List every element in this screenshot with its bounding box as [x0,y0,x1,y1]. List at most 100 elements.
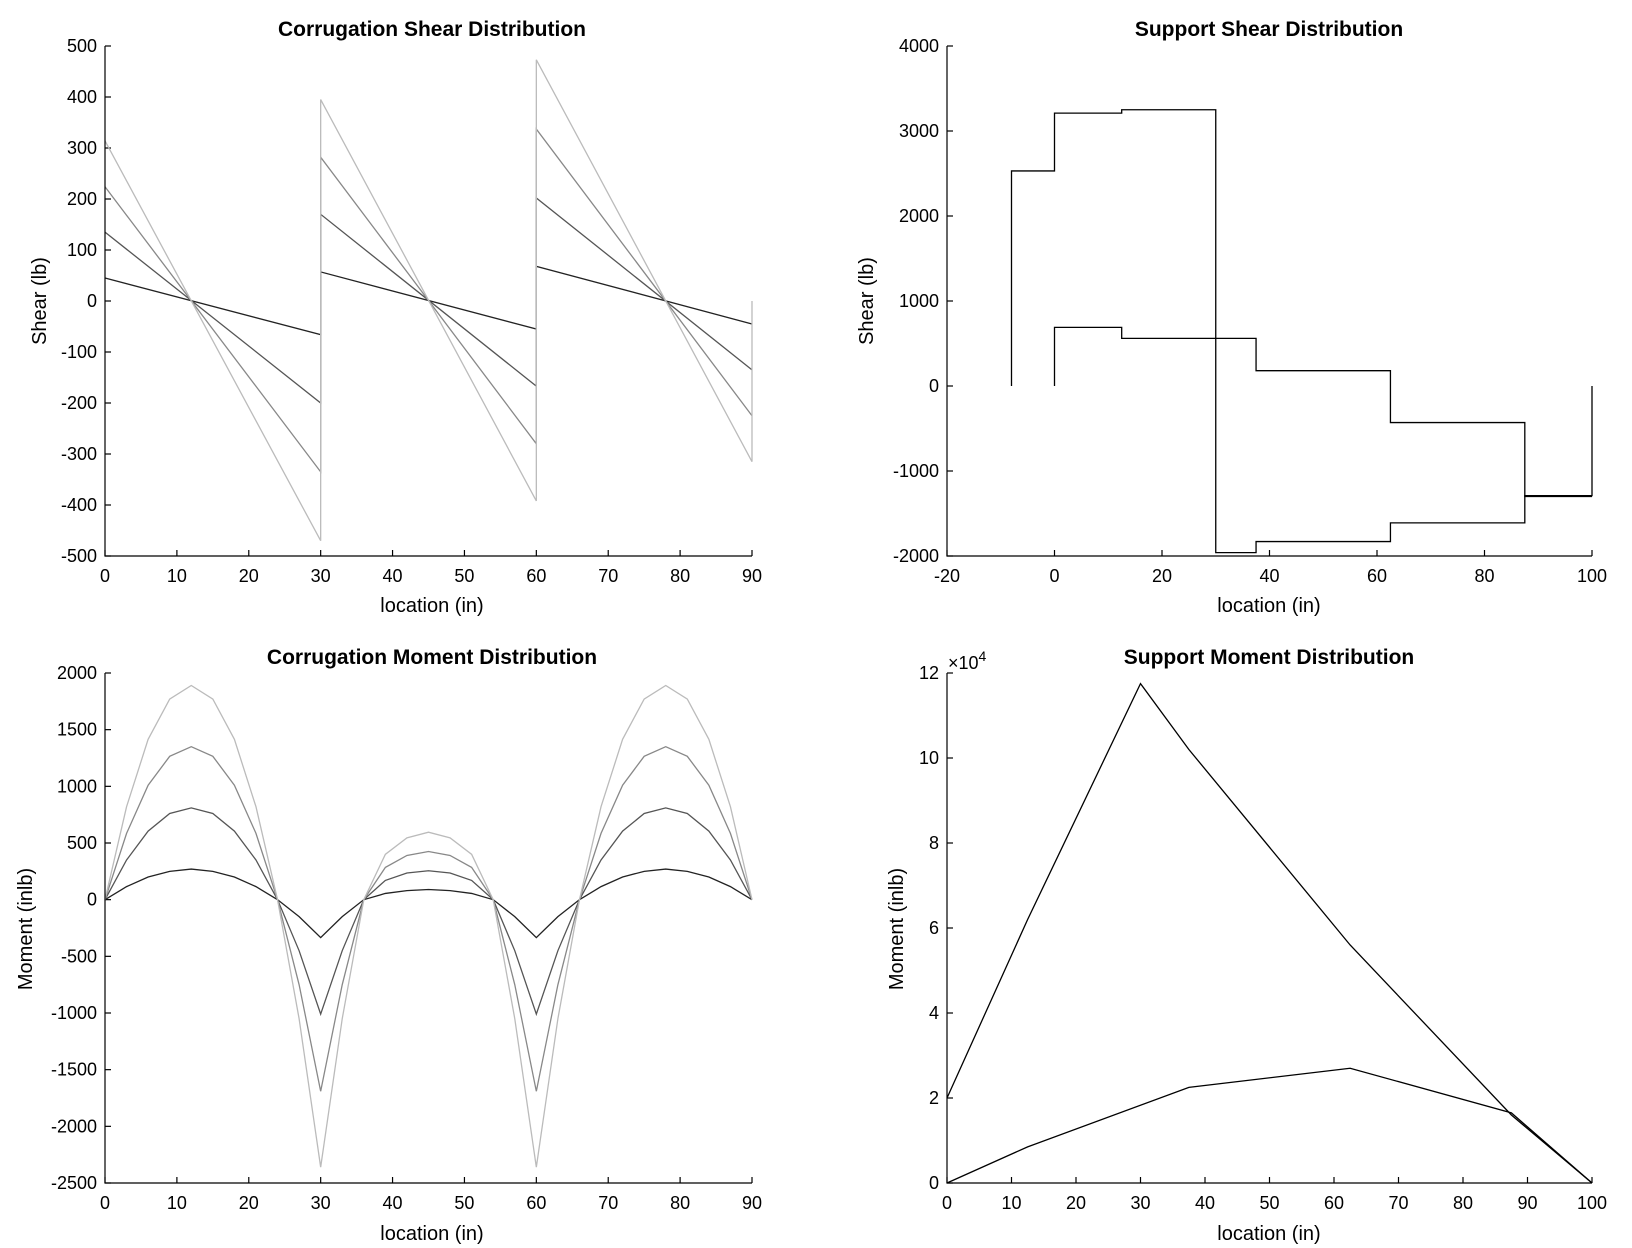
support-moment-ticks: 0 10 20 30 40 50 60 70 80 90 100 0 2 4 6 8 10 12 [919,663,1607,1213]
supp_shear-xtick-label: 80 [1474,566,1494,586]
corr_moment-xtick-label: 50 [454,1193,474,1213]
corr_moment-series-4 [104,684,753,1168]
corr_moment-ytick-label: -2000 [51,1116,97,1136]
supp_shear-ytick-label: 1000 [899,291,939,311]
corr_moment-ytick-label: -2500 [51,1173,97,1193]
supp_moment-ytick-label: 2 [929,1088,939,1108]
supp_shear-ytick-label: 2000 [899,206,939,226]
corr_moment-xtick-label: 60 [526,1193,546,1213]
corrugation-moment-plot [104,684,753,1168]
corrugation-shear-ylabel: Shear (lb) [29,257,51,345]
corrugation-shear-ticks: 0 10 20 30 40 50 60 70 80 90 -500 -400 -300 -200 -100 0… [61,36,762,586]
corrugation-moment-axes [104,673,752,1184]
supp_moment-series-2 [946,1067,1593,1184]
corrugation-moment-title: Corrugation Moment Distribution [267,646,597,669]
support-shear-axes [946,46,1592,557]
corr_shear-xtick-label: 0 [100,566,110,586]
corr_moment-xtick-label: 10 [167,1193,187,1213]
exponent-power: 4 [979,648,987,664]
supp_moment-ytick-label: 0 [929,1173,939,1193]
corr_shear-xtick-label: 10 [167,566,187,586]
supp_shear-series-2 [1053,326,1592,498]
supp_shear-series-1 [1010,109,1593,554]
supp_moment-ytick-label: 12 [919,663,939,683]
corr_moment-xtick-label: 0 [100,1193,110,1213]
corr_shear-ytick-label: 100 [67,240,97,260]
corr_shear-ytick-label: -100 [61,342,97,362]
supp_shear-xtick-label: 20 [1152,566,1172,586]
corr_moment-xtick-label: 90 [742,1193,762,1213]
corr_shear-xtick-label: 90 [742,566,762,586]
supp_moment-xtick-label: 20 [1066,1193,1086,1213]
corr_shear-xtick-label: 50 [454,566,474,586]
corr_shear-ytick-label: 200 [67,189,97,209]
supp_shear-xtick-label: 60 [1367,566,1387,586]
supp_moment-ytick-label: 4 [929,1003,939,1023]
corr_shear-xtick-label: 30 [311,566,331,586]
corrugation-shear-xlabel: location (in) [380,595,483,617]
support-shear-plot [1010,109,1593,554]
corr_shear-ytick-label: 300 [67,138,97,158]
support-moment-exponent: ×104 [948,648,987,673]
corr_moment-xtick-label: 40 [383,1193,403,1213]
support-moment-ylabel: Moment (inlb) [886,868,908,990]
corr_moment-series-2 [104,807,753,1017]
support-moment-axes [946,673,1592,1184]
supp_shear-ytick-label: 0 [929,376,939,396]
supp_shear-ytick-label: -2000 [893,546,939,566]
supp_moment-xtick-label: 100 [1577,1193,1607,1213]
corr_moment-xtick-label: 80 [670,1193,690,1213]
supp_moment-ytick-label: 10 [919,748,939,768]
supp_moment-series-1 [946,682,1593,1184]
corr_shear-xtick-label: 80 [670,566,690,586]
corrugation-shear-axes [104,46,752,557]
support-shear-ticks: -20 0 20 40 60 80 100 -2000 -1000 0 1000 2000 3000 40… [893,36,1607,586]
corr_shear-ytick-label: -200 [61,393,97,413]
corr_moment-ytick-label: 1500 [57,720,97,740]
corr_shear-xtick-label: 20 [239,566,259,586]
support-shear-xlabel: location (in) [1217,595,1320,617]
corr_shear-ytick-label: -300 [61,444,97,464]
supp_moment-xtick-label: 0 [942,1193,952,1213]
panel-corrugation-shear: Corrugation Shear Distribution location … [29,18,762,617]
supp_shear-xtick-label: 0 [1049,566,1059,586]
supp_moment-xtick-label: 50 [1259,1193,1279,1213]
corr_moment-ytick-label: 0 [87,890,97,910]
corr_moment-ytick-label: -500 [61,946,97,966]
supp_moment-xtick-label: 60 [1324,1193,1344,1213]
supp_moment-xtick-label: 10 [1001,1193,1021,1213]
corrugation-moment-ticks: 0 10 20 30 40 50 60 70 80 90 -2500 -2000 -1500 -1000 -… [51,663,762,1213]
corr_shear-series-4 [104,59,753,542]
support-moment-plot [946,682,1593,1184]
exponent-base: ×10 [948,653,979,673]
supp_moment-xtick-label: 80 [1453,1193,1473,1213]
corrugation-moment-ylabel: Moment (inlb) [15,868,37,990]
supp_shear-ytick-label: 4000 [899,36,939,56]
supp_moment-xtick-label: 70 [1388,1193,1408,1213]
corr_moment-ytick-label: -1500 [51,1060,97,1080]
panel-corrugation-moment: Corrugation Moment Distribution location… [15,646,762,1245]
corrugation-shear-title: Corrugation Shear Distribution [278,18,586,41]
corr_shear-xtick-label: 60 [526,566,546,586]
supp_shear-xtick-label: 40 [1259,566,1279,586]
corrugation-moment-xlabel: location (in) [380,1223,483,1245]
supp_moment-xtick-label: 40 [1195,1193,1215,1213]
corr_moment-series-1 [104,868,753,939]
corr_moment-ytick-label: -1000 [51,1003,97,1023]
supp_moment-xtick-label: 90 [1517,1193,1537,1213]
support-shear-title: Support Shear Distribution [1135,18,1403,41]
corrugation-shear-plot [104,59,753,542]
corr_shear-ytick-label: 500 [67,36,97,56]
supp_shear-xtick-label: 100 [1577,566,1607,586]
supp_shear-ytick-label: 3000 [899,121,939,141]
supp_moment-ytick-label: 8 [929,833,939,853]
corr_moment-series-3 [104,745,753,1092]
corr_moment-xtick-label: 70 [598,1193,618,1213]
corr_shear-xtick-label: 70 [598,566,618,586]
support-shear-ylabel: Shear (lb) [856,257,878,345]
corr_moment-xtick-label: 30 [311,1193,331,1213]
supp_shear-xtick-label: -20 [934,566,960,586]
corr_moment-ytick-label: 1000 [57,776,97,796]
corr_shear-ytick-label: 0 [87,291,97,311]
corr_shear-ytick-label: 400 [67,87,97,107]
